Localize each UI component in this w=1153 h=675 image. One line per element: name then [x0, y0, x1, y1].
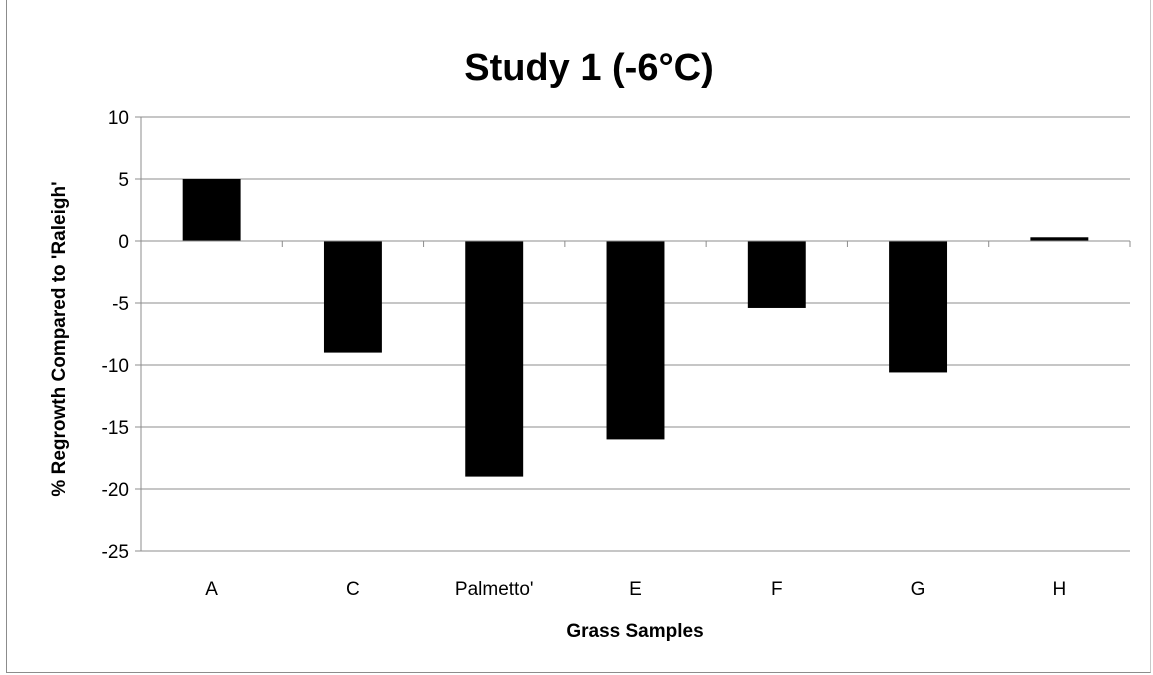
y-tick-label: -15 [102, 418, 129, 439]
x-tick-label: E [629, 579, 642, 600]
y-tick-labels: 10 5 0 -5 -10 -15 -20 -25 [102, 108, 129, 563]
x-tick-label: A [205, 579, 218, 600]
bar-c [323, 241, 382, 353]
bars [182, 179, 1089, 477]
bar-g [889, 241, 948, 373]
x-tick-label: F [771, 579, 783, 600]
y-tick-label: -10 [102, 356, 129, 377]
x-tick-labels: A C Palmetto' E F G H [205, 579, 1066, 600]
bar-h [1030, 237, 1089, 241]
x-tick-label: Palmetto' [455, 579, 534, 600]
chart-frame: Study 1 (-6°C) 10 5 0 -5 -10 -15 -20 -25 A C Palm… [6, 0, 1151, 673]
x-axis-label: Grass Samples [566, 621, 703, 642]
bar-e [606, 241, 665, 440]
y-tick-label: -20 [102, 480, 129, 501]
bar-palmetto [465, 241, 524, 477]
x-tick-label: C [346, 579, 360, 600]
y-tick-label: 5 [118, 170, 129, 191]
bar-f [747, 241, 806, 308]
axes [140, 117, 1131, 551]
y-axis-label: % Regrowth Compared to 'Raleigh' [49, 181, 70, 496]
y-tick-label: -25 [102, 542, 129, 563]
bar-a [182, 179, 241, 241]
y-tick-label: 10 [108, 108, 129, 129]
chart-title: Study 1 (-6°C) [464, 47, 714, 89]
y-tick-label: 0 [118, 232, 129, 253]
bar-chart: Study 1 (-6°C) 10 5 0 -5 -10 -15 -20 -25 A C Palm… [49, 47, 1131, 642]
x-tick-label: G [911, 579, 926, 600]
y-tick-label: -5 [112, 294, 129, 315]
x-tick-label: H [1052, 579, 1066, 600]
